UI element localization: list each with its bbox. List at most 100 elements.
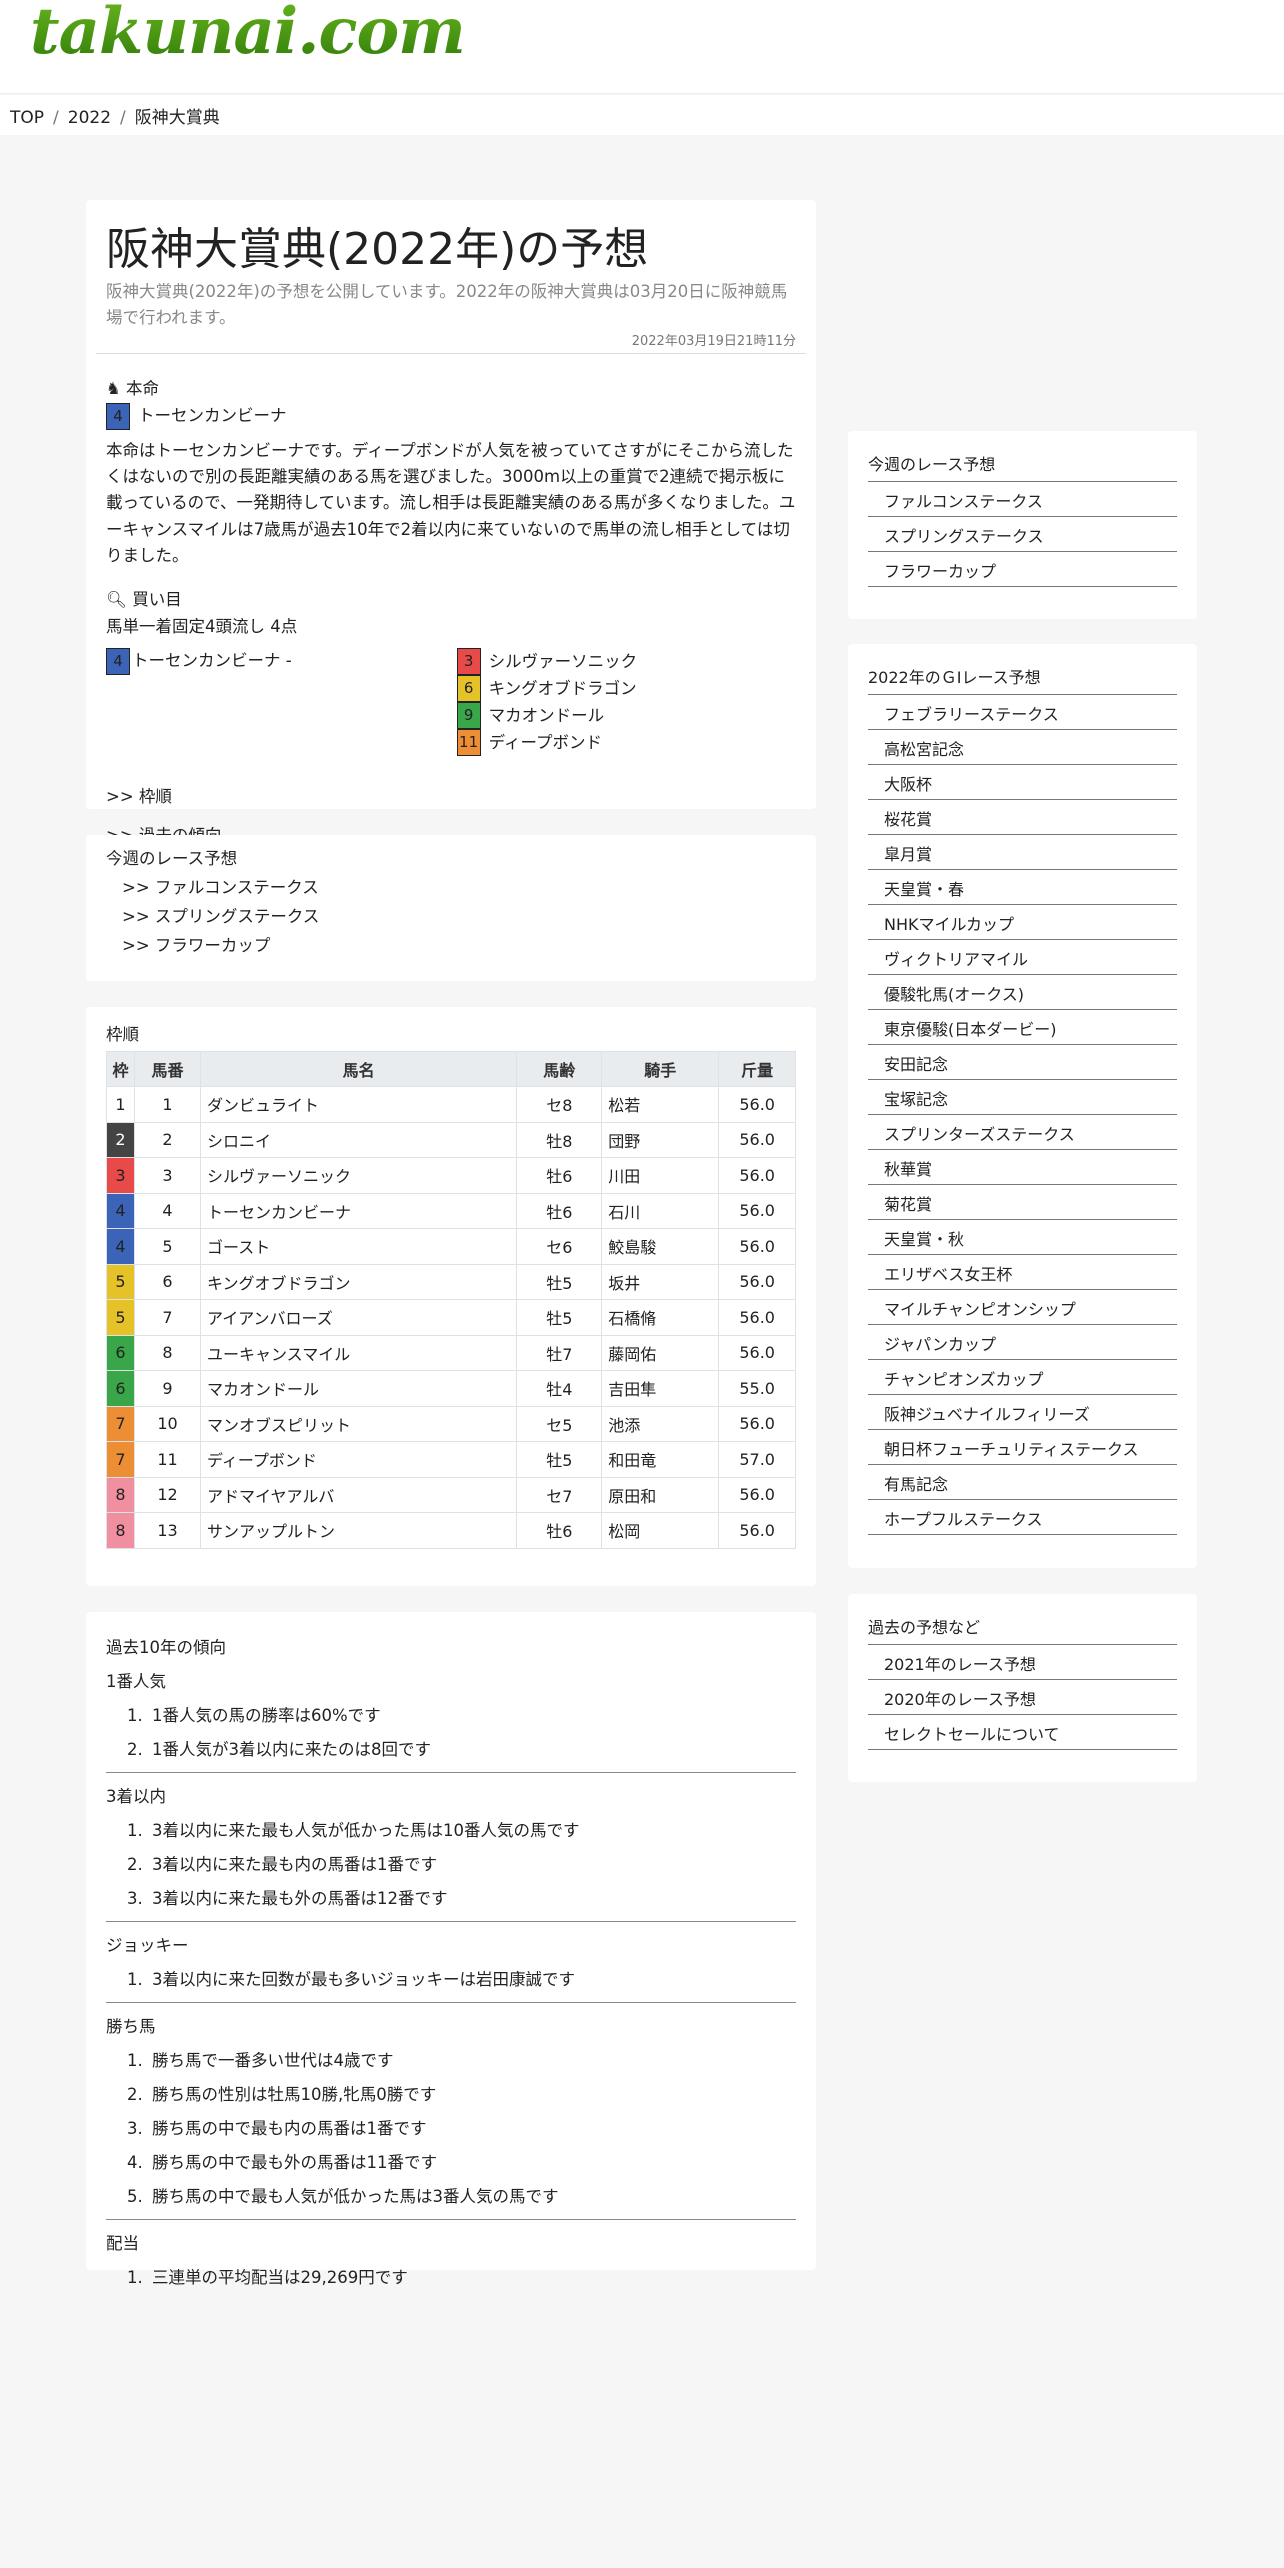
cell-name[interactable]: ユーキャンスマイル bbox=[199, 1334, 518, 1371]
table-row: 1 1 ダンビュライト セ8 松若 56.0 bbox=[106, 1086, 796, 1123]
cell-waku: 1 bbox=[106, 1086, 135, 1123]
cell-name[interactable]: アドマイヤアルバ bbox=[199, 1476, 518, 1513]
sidebar-link[interactable]: 優駿牝馬(オークス) bbox=[868, 975, 1177, 1010]
trend-heading: 勝ち馬 bbox=[106, 2017, 156, 2036]
cell-jockey: 松若 bbox=[601, 1086, 720, 1123]
sidebar-link[interactable]: フェブラリーステークス bbox=[868, 695, 1177, 730]
site-logo[interactable]: takunai.com bbox=[30, 0, 466, 69]
trend-heading: 3着以内 bbox=[106, 1787, 166, 1806]
search-icon: 🔍︎ bbox=[106, 590, 127, 610]
cell-name[interactable]: シルヴァーソニック bbox=[199, 1157, 518, 1194]
cell-name[interactable]: ゴースト bbox=[199, 1228, 518, 1265]
cell-num: 7 bbox=[134, 1299, 201, 1336]
cell-weight: 56.0 bbox=[718, 1512, 796, 1549]
trend-heading: ジョッキー bbox=[106, 1936, 189, 1955]
sidebar-link[interactable]: NHKマイルカップ bbox=[868, 905, 1177, 940]
article-link[interactable]: >> 枠順 bbox=[106, 787, 172, 807]
sidebar-link[interactable]: 阪神ジュベナイルフィリーズ bbox=[868, 1395, 1177, 1430]
lead-text: 阪神大賞典(2022年)の予想を公開しています。2022年の阪神大賞典は03月2… bbox=[106, 282, 788, 327]
cell-name[interactable]: サンアップルトン bbox=[199, 1512, 518, 1549]
column-header: 騎手 bbox=[601, 1051, 720, 1087]
sidebar-link[interactable]: フラワーカップ bbox=[868, 552, 1177, 587]
cell-name[interactable]: シロニイ bbox=[199, 1121, 518, 1158]
sidebar-link[interactable]: 大阪杯 bbox=[868, 765, 1177, 800]
cell-name[interactable]: トーセンカンビーナ bbox=[199, 1192, 518, 1229]
cell-weight: 56.0 bbox=[718, 1405, 796, 1442]
entries-table: 枠馬番 馬名 馬齢 騎手 斤量 1 1 ダンビュライト セ8 松若 56.0 2 2 シロニイ 牡8 団野 5… bbox=[106, 1051, 796, 1549]
cell-age: 牡5 bbox=[516, 1441, 603, 1478]
cell-num: 4 bbox=[134, 1192, 201, 1229]
sidebar-link[interactable]: ジャパンカップ bbox=[868, 1325, 1177, 1360]
buy-label: 買い目 bbox=[132, 590, 182, 610]
breadcrumb-top[interactable]: TOP bbox=[10, 108, 45, 128]
sidebar-link[interactable]: 宝塚記念 bbox=[868, 1080, 1177, 1115]
sidebar-title: 今週のレース予想 bbox=[868, 451, 1177, 482]
sidebar-link[interactable]: 高松宮記念 bbox=[868, 730, 1177, 765]
sidebar-link[interactable]: マイルチャンピオンシップ bbox=[868, 1290, 1177, 1325]
trend-heading: 1番人気 bbox=[106, 1672, 166, 1691]
cell-age: 牡7 bbox=[516, 1334, 603, 1371]
sidebar-link[interactable]: ファルコンステークス bbox=[868, 482, 1177, 517]
sidebar-link[interactable]: 皐月賞 bbox=[868, 835, 1177, 870]
cell-weight: 56.0 bbox=[718, 1086, 796, 1123]
this-week-link[interactable]: >> ファルコンステークス bbox=[122, 877, 319, 897]
cell-jockey: 川田 bbox=[601, 1157, 720, 1194]
cell-name[interactable]: アイアンバローズ bbox=[199, 1299, 518, 1336]
sidebar-link[interactable]: 2021年のレース予想 bbox=[868, 1645, 1177, 1680]
cell-waku: 6 bbox=[106, 1334, 135, 1371]
table-row: 7 10 マンオブスピリット セ5 池添 56.0 bbox=[106, 1405, 796, 1442]
breadcrumb-year[interactable]: 2022 bbox=[67, 108, 112, 128]
sidebar-link[interactable]: セレクトセールについて bbox=[868, 1715, 1177, 1750]
sidebar-link[interactable]: 2020年のレース予想 bbox=[868, 1680, 1177, 1715]
sidebar-link[interactable]: 桜花賞 bbox=[868, 800, 1177, 835]
cell-name[interactable]: マンオブスピリット bbox=[199, 1405, 518, 1442]
sidebar-link[interactable]: ホープフルステークス bbox=[868, 1500, 1177, 1535]
sidebar-link[interactable]: 有馬記念 bbox=[868, 1465, 1177, 1500]
this-week-link[interactable]: >> フラワーカップ bbox=[122, 935, 271, 955]
cell-num: 13 bbox=[134, 1512, 201, 1549]
trend-section: 勝ち馬勝ち馬で一番多い世代は4歳です勝ち馬の性別は牡馬10勝,牝馬0勝です勝ち馬… bbox=[106, 2013, 796, 2220]
sidebar-link[interactable]: 安田記念 bbox=[868, 1045, 1177, 1080]
sidebar-link[interactable]: 朝日杯フューチュリティステークス bbox=[868, 1430, 1177, 1465]
sidebar-link[interactable]: エリザベス女王杯 bbox=[868, 1255, 1177, 1290]
cell-age: 牡6 bbox=[516, 1512, 603, 1549]
bet-type: 馬単一着固定4頭流し 4点 bbox=[106, 616, 298, 636]
cell-weight: 56.0 bbox=[718, 1476, 796, 1513]
publish-date: 2022年03月19日21時11分 bbox=[631, 334, 796, 350]
sidebar-link[interactable]: 東京優駿(日本ダービー) bbox=[868, 1010, 1177, 1045]
cell-name[interactable]: ダンビュライト bbox=[199, 1086, 518, 1123]
breadcrumb-separator: / bbox=[53, 108, 59, 128]
sidebar-link[interactable]: 天皇賞・秋 bbox=[868, 1220, 1177, 1255]
cell-jockey: 石川 bbox=[601, 1192, 720, 1229]
cell-num: 8 bbox=[134, 1334, 201, 1371]
cell-weight: 56.0 bbox=[718, 1228, 796, 1265]
cell-name[interactable]: マカオンドール bbox=[199, 1370, 518, 1407]
sidebar-link[interactable]: スプリングステークス bbox=[868, 517, 1177, 552]
cell-jockey: 松岡 bbox=[601, 1512, 720, 1549]
sidebar-link[interactable]: 天皇賞・春 bbox=[868, 870, 1177, 905]
trend-section: 配当三連単の平均配当は29,269円です bbox=[106, 2230, 796, 2300]
sidebar-link[interactable]: 菊花賞 bbox=[868, 1185, 1177, 1220]
cell-weight: 57.0 bbox=[718, 1441, 796, 1478]
sidebar-link[interactable]: ヴィクトリアマイル bbox=[868, 940, 1177, 975]
breadcrumb-current: 阪神大賞典 bbox=[134, 108, 220, 128]
sidebar-link[interactable]: 秋華賞 bbox=[868, 1150, 1177, 1185]
cell-name[interactable]: ディープボンド bbox=[199, 1441, 518, 1478]
horse-name: キングオブドラゴン bbox=[488, 678, 637, 698]
horse-name: トーセンカンビーナ bbox=[138, 405, 287, 425]
cell-waku: 6 bbox=[106, 1370, 135, 1407]
table-row: 5 7 アイアンバローズ 牡5 石橋脩 56.0 bbox=[106, 1299, 796, 1336]
cell-waku: 8 bbox=[106, 1476, 135, 1513]
breadcrumb-separator: / bbox=[120, 108, 126, 128]
sidebar-link[interactable]: チャンピオンズカップ bbox=[868, 1360, 1177, 1395]
sidebar-link[interactable]: スプリンターズステークス bbox=[868, 1115, 1177, 1150]
trend-card: 過去10年の傾向 1番人気 1番人気の馬の勝率は60%です 1番人気が3着以内に来た… bbox=[86, 1612, 816, 2287]
this-week-link[interactable]: >> スプリングステークス bbox=[122, 906, 320, 926]
trend-item: 3着以内に来た回数が最も多いジョッキーは岩田康誠です bbox=[148, 1966, 796, 1990]
trend-item: 3着以内に来た最も外の馬番は12番です bbox=[148, 1885, 796, 1909]
cell-name[interactable]: キングオブドラゴン bbox=[199, 1263, 518, 1300]
waku-badge: 4 bbox=[106, 648, 130, 676]
waku-badge: 3 bbox=[456, 648, 481, 676]
cell-age: 牡6 bbox=[516, 1192, 603, 1229]
cell-num: 9 bbox=[134, 1370, 201, 1407]
